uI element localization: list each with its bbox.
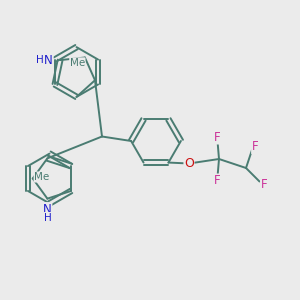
Text: N: N xyxy=(44,54,53,67)
Text: H: H xyxy=(44,212,51,223)
Text: F: F xyxy=(252,140,258,154)
Text: O: O xyxy=(184,157,194,170)
Text: N: N xyxy=(43,202,52,216)
Text: Me: Me xyxy=(34,172,50,182)
Text: F: F xyxy=(214,174,221,187)
Text: F: F xyxy=(261,178,267,191)
Text: F: F xyxy=(214,131,221,144)
Text: Me: Me xyxy=(70,58,85,68)
Text: H: H xyxy=(36,55,43,65)
